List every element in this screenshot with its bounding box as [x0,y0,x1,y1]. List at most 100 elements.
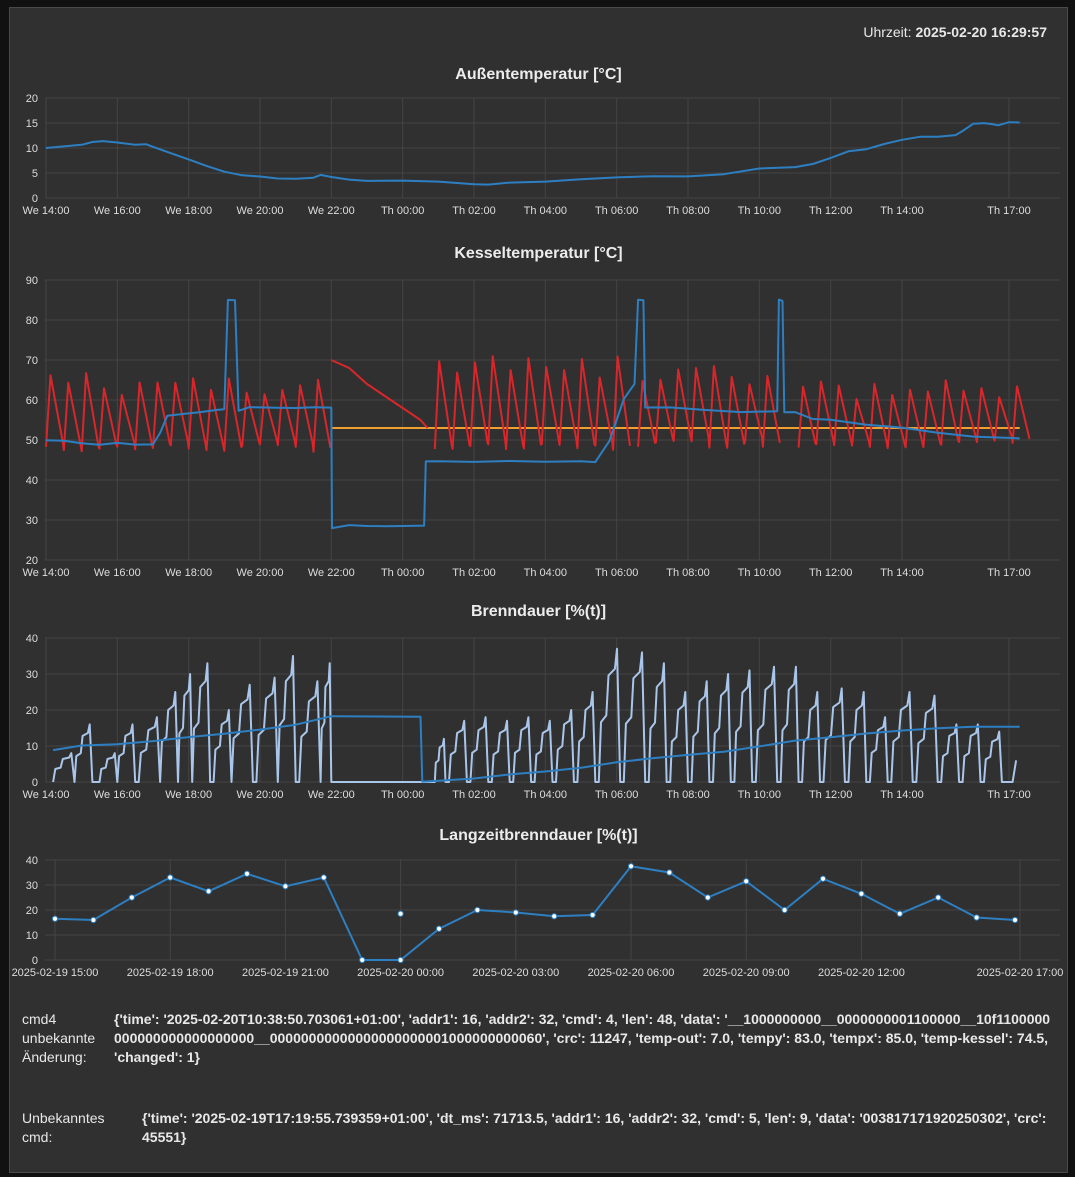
info-value: {'time': '2025-02-19T17:19:55.739359+01:… [142,1110,1047,1145]
chart-title-outdoor-temperature: Außentemperatur [°C] [455,66,622,83]
y-tick-label: 60 [26,395,38,407]
y-tick-label: 70 [26,355,38,367]
data-point [51,915,59,922]
data-point [819,875,827,882]
data-point [973,914,980,921]
y-tick-label: 10 [26,741,38,753]
clock: Uhrzeit: 2025-02-20 16:29:57 [863,24,1047,40]
y-tick-label: 5 [32,168,38,180]
x-tick-label: 2025-02-20 03:00 [472,967,559,979]
x-tick-label: Th 14:00 [880,205,923,217]
x-tick-label: Th 14:00 [880,567,923,579]
x-tick-label: Th 04:00 [524,205,567,217]
y-tick-label: 0 [32,955,38,967]
x-tick-label: We 16:00 [94,789,141,801]
chart-title-boiler-temperature: Kesseltemperatur [°C] [454,245,623,262]
series-line [54,865,1016,961]
y-tick-label: 30 [26,880,38,892]
y-tick-label: 50 [26,435,38,447]
y-tick-label: 15 [26,118,38,130]
data-point [1011,916,1019,924]
clock-value: 2025-02-20 16:29:57 [915,24,1047,40]
x-tick-label: Th 08:00 [666,789,709,801]
data-point [896,910,903,917]
x-tick-label: We 18:00 [165,567,212,579]
chart-burn-duration: 0 10 20 30 40 We 14:00 We 16:00 We 18:00 We 20:0… [23,633,1060,801]
data-point [282,883,289,890]
data-point [435,925,443,932]
y-tick-label: 10 [26,143,38,155]
x-tick-label: Th 02:00 [452,789,495,801]
x-tick-label: Th 17:00 [987,789,1030,801]
x-tick-label: 2025-02-20 12:00 [818,967,905,979]
clock-label: Uhrzeit: [863,24,912,40]
series-line [52,715,1020,783]
x-tick-label: Th 12:00 [809,789,852,801]
data-point [474,906,481,914]
data-point [90,916,97,924]
data-point [320,874,327,881]
x-tick-label: We 22:00 [308,789,355,801]
data-point [935,894,942,901]
y-tick-label: 40 [26,855,38,867]
x-tick-label: Th 02:00 [452,567,495,579]
x-tick-label: 2025-02-20 06:00 [588,967,675,979]
chart-title-longterm-burn-duration: Langzeitbrenndauer [%(t)] [439,827,638,844]
x-tick-label: Th 06:00 [595,205,638,217]
series-line [45,355,1031,453]
data-point [743,878,750,885]
x-tick-label: We 20:00 [237,205,284,217]
data-point [781,906,788,914]
y-tick-label: 30 [26,669,38,681]
x-tick-label: We 20:00 [237,567,284,579]
x-tick-label: 2025-02-19 21:00 [242,967,329,979]
y-tick-label: 20 [26,705,38,717]
y-tick-label: 20 [26,555,38,567]
chart-boiler-temperature: 20 30 40 50 60 70 80 90 We 14:00 We 16:00 We 18:00… [23,275,1060,579]
info-row-cmd4: cmd4 unbekannte Änderung: {'time': '2025… [22,1010,1052,1070]
x-tick-label: Th 00:00 [381,205,424,217]
x-tick-label: We 16:00 [94,205,141,217]
series-line [45,298,1020,530]
y-tick-label: 80 [26,315,38,327]
x-tick-label: We 20:00 [237,789,284,801]
info-label: cmd4 unbekannte Änderung: [22,1011,96,1065]
x-tick-label: Th 12:00 [809,567,852,579]
x-tick-label: 2025-02-20 00:00 [357,967,444,979]
y-tick-label: 0 [32,777,38,789]
data-point [858,890,865,897]
chart-title-burn-duration: Brenndauer [%(t)] [470,603,607,620]
x-tick-label: Th 10:00 [738,205,781,217]
x-tick-label: Th 08:00 [666,205,709,217]
x-tick-label: We 16:00 [94,567,141,579]
x-tick-label: Th 10:00 [738,567,781,579]
x-tick-label: Th 08:00 [666,567,709,579]
x-tick-label: Th 17:00 [987,567,1030,579]
x-tick-label: Th 00:00 [381,789,424,801]
x-tick-label: We 18:00 [165,789,212,801]
x-tick-label: Th 04:00 [524,567,567,579]
x-tick-label: 2025-02-19 18:00 [127,967,214,979]
y-tick-label: 10 [26,930,38,942]
x-tick-label: Th 00:00 [381,567,424,579]
x-tick-label: Th 04:00 [524,789,567,801]
x-tick-label: Th 06:00 [595,567,638,579]
data-point [666,869,673,876]
x-tick-label: We 14:00 [23,567,70,579]
x-tick-label: 2025-02-20 17:00 [977,967,1064,979]
y-tick-label: 90 [26,275,38,287]
y-tick-label: 20 [26,93,38,105]
data-point [589,911,596,919]
x-tick-label: We 14:00 [23,205,70,217]
data-point [128,894,135,901]
x-tick-label: We 18:00 [165,205,212,217]
y-tick-label: 40 [26,633,38,645]
x-tick-label: We 22:00 [308,205,355,217]
x-tick-label: Th 17:00 [987,205,1030,217]
x-tick-label: Th 10:00 [738,789,781,801]
x-tick-label: We 14:00 [23,789,70,801]
y-tick-label: 40 [26,475,38,487]
y-tick-label: 0 [32,193,38,205]
x-tick-label: Th 12:00 [809,205,852,217]
series-line [52,647,1018,783]
